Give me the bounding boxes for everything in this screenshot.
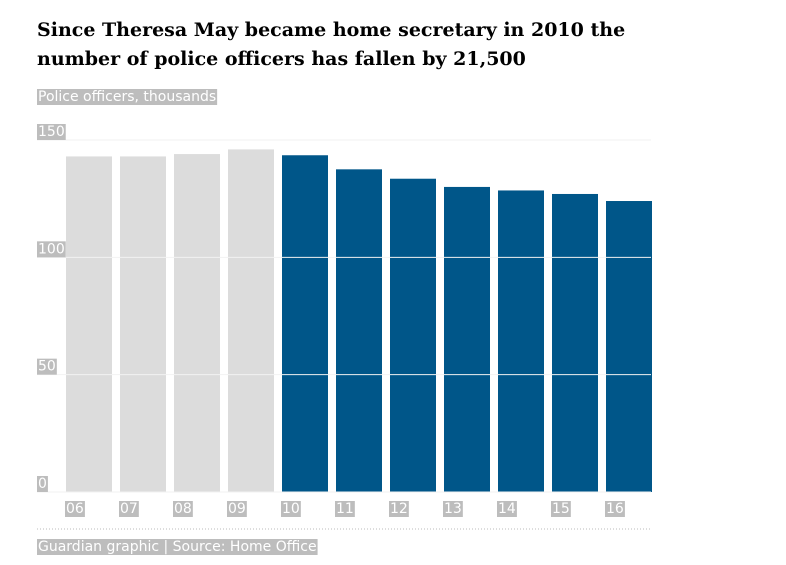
x-tick-label: 15 — [552, 501, 570, 517]
y-tick-label-bg — [37, 124, 66, 140]
x-tick-label-bg — [227, 501, 247, 517]
y-tick-label: 50 — [38, 359, 56, 375]
x-tick-label: 07 — [120, 501, 138, 517]
x-tick-label: 11 — [336, 501, 354, 517]
subtitle: Police officers, thousands — [38, 89, 216, 105]
y-tick-label: 0 — [38, 476, 47, 492]
x-tick-label-bg — [605, 501, 625, 517]
subtitle-bg — [37, 89, 218, 105]
y-tick-label: 150 — [38, 124, 65, 140]
bar — [606, 201, 652, 492]
source-bg — [37, 539, 318, 555]
x-tick-label-bg — [497, 501, 517, 517]
x-tick-label: 12 — [390, 501, 408, 517]
chart-title: number of police officers has fallen by … — [37, 48, 526, 70]
y-tick-label-bg — [37, 241, 66, 258]
bar — [390, 178, 436, 492]
y-tick-label-bg — [37, 476, 48, 492]
bar — [444, 186, 490, 492]
bar — [228, 149, 274, 493]
x-tick-label-bg — [119, 501, 139, 517]
x-tick-label: 06 — [66, 501, 84, 517]
bar — [66, 156, 112, 492]
chart-title: Since Theresa May became home secretary … — [37, 19, 625, 41]
y-tick-label-bg — [37, 358, 57, 375]
x-tick-label: 16 — [606, 501, 624, 517]
x-tick-label: 10 — [282, 501, 300, 517]
bar — [120, 156, 166, 492]
x-tick-label-bg — [281, 501, 301, 517]
bar — [498, 190, 544, 492]
x-tick-label-bg — [173, 501, 193, 517]
x-tick-label-bg — [389, 501, 409, 517]
x-tick-label-bg — [65, 501, 85, 517]
x-tick-label-bg — [551, 501, 571, 517]
x-tick-label: 08 — [174, 501, 192, 517]
x-tick-label: 09 — [228, 501, 246, 517]
bar — [174, 154, 220, 492]
bar — [336, 169, 382, 493]
bar — [552, 193, 598, 492]
source: Guardian graphic | Source: Home Office — [38, 539, 317, 555]
x-tick-label-bg — [443, 501, 463, 517]
x-tick-label-bg — [335, 501, 355, 517]
bar — [282, 155, 328, 492]
x-tick-label: 13 — [444, 501, 462, 517]
x-tick-label: 14 — [498, 501, 516, 517]
y-tick-label: 100 — [38, 241, 65, 257]
